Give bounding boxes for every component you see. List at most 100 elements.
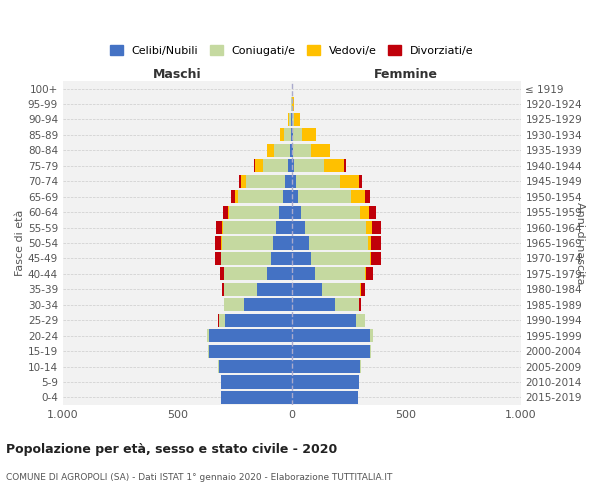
Bar [351, 190, 365, 203]
Bar [244, 298, 292, 312]
Bar [294, 159, 324, 172]
Bar [276, 221, 292, 234]
Bar [292, 298, 335, 312]
Bar [257, 283, 292, 296]
Bar [292, 314, 356, 327]
Bar [359, 298, 361, 312]
Bar [224, 268, 266, 280]
Bar [369, 206, 376, 218]
Bar [221, 376, 292, 388]
Bar [370, 329, 373, 342]
Bar [370, 344, 371, 358]
Bar [216, 221, 223, 234]
Bar [372, 221, 380, 234]
Bar [227, 206, 229, 218]
Bar [292, 360, 361, 373]
Bar [292, 376, 359, 388]
Bar [209, 344, 292, 358]
Bar [215, 236, 221, 250]
Text: COMUNE DI AGROPOLI (SA) - Dati ISTAT 1° gennaio 2020 - Elaborazione TUTTITALIA.I: COMUNE DI AGROPOLI (SA) - Dati ISTAT 1° … [6, 472, 392, 482]
Bar [239, 174, 241, 188]
Bar [292, 252, 311, 265]
Bar [293, 144, 311, 157]
Bar [292, 144, 293, 157]
Bar [292, 283, 322, 296]
Bar [291, 128, 292, 141]
Bar [292, 221, 305, 234]
Bar [309, 236, 368, 250]
Bar [371, 236, 382, 250]
Bar [223, 206, 227, 218]
Bar [223, 221, 276, 234]
Bar [208, 344, 209, 358]
Bar [290, 144, 292, 157]
Bar [266, 268, 292, 280]
Bar [207, 329, 209, 342]
Bar [311, 252, 370, 265]
Bar [226, 314, 292, 327]
Bar [235, 190, 238, 203]
Bar [370, 252, 371, 265]
Bar [330, 144, 331, 157]
Bar [220, 268, 224, 280]
Bar [311, 144, 330, 157]
Bar [292, 113, 295, 126]
Bar [274, 236, 292, 250]
Bar [293, 128, 302, 141]
Bar [229, 206, 279, 218]
Bar [267, 144, 274, 157]
Text: Maschi: Maschi [153, 68, 202, 81]
Bar [285, 174, 292, 188]
Y-axis label: Anni di nascita: Anni di nascita [575, 202, 585, 284]
Bar [241, 174, 246, 188]
Bar [289, 159, 292, 172]
Bar [238, 190, 283, 203]
Bar [221, 252, 271, 265]
Bar [305, 221, 366, 234]
Bar [292, 268, 314, 280]
Bar [314, 268, 365, 280]
Bar [365, 190, 370, 203]
Bar [292, 344, 370, 358]
Text: Femmine: Femmine [374, 68, 438, 81]
Bar [292, 98, 293, 110]
Bar [279, 206, 292, 218]
Bar [360, 206, 369, 218]
Bar [359, 174, 362, 188]
Bar [366, 221, 372, 234]
Bar [222, 283, 224, 296]
Bar [274, 144, 290, 157]
Bar [322, 283, 361, 296]
Bar [292, 159, 294, 172]
Bar [280, 128, 284, 141]
Bar [301, 206, 360, 218]
Bar [271, 252, 292, 265]
Bar [292, 128, 293, 141]
Y-axis label: Fasce di età: Fasce di età [15, 210, 25, 276]
Bar [224, 298, 244, 312]
Bar [289, 113, 291, 126]
Bar [224, 283, 257, 296]
Bar [292, 174, 296, 188]
Bar [292, 190, 298, 203]
Bar [361, 283, 365, 296]
Bar [209, 329, 292, 342]
Bar [365, 268, 373, 280]
Bar [215, 252, 221, 265]
Text: Popolazione per età, sesso e stato civile - 2020: Popolazione per età, sesso e stato civil… [6, 442, 337, 456]
Bar [218, 314, 226, 327]
Bar [246, 174, 285, 188]
Bar [340, 174, 359, 188]
Bar [371, 252, 380, 265]
Bar [292, 206, 301, 218]
Bar [292, 236, 309, 250]
Bar [302, 128, 316, 141]
Bar [298, 190, 351, 203]
Bar [292, 329, 370, 342]
Bar [218, 360, 292, 373]
Bar [231, 190, 235, 203]
Bar [324, 159, 344, 172]
Bar [284, 128, 291, 141]
Bar [292, 391, 358, 404]
Bar [283, 190, 292, 203]
